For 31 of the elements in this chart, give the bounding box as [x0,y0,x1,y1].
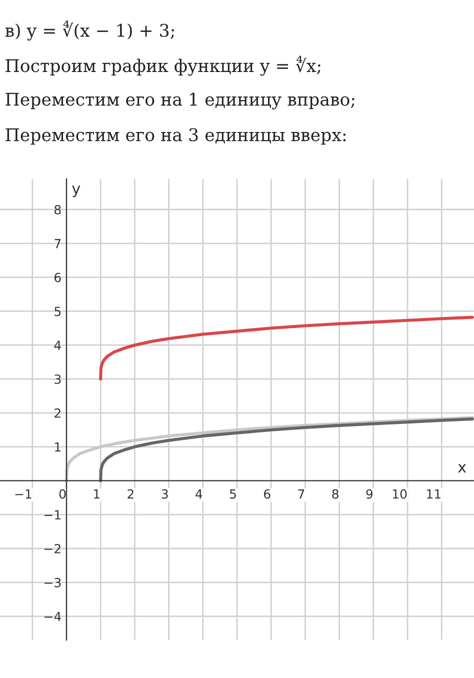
y-tick-label: 3 [54,374,61,384]
x-tick-label: 0 [59,489,66,499]
x-tick-label: 2 [128,489,134,499]
y-tick-label: 5 [54,306,61,316]
x-tick-label: 9 [366,489,373,499]
y-tick-label: −2 [44,544,60,554]
x-tick-label: 5 [230,489,236,499]
x-tick-label: 11 [427,489,440,499]
y-axis-title: y [72,186,80,198]
text: в) y = ∜(x − 1) + 3; [5,20,174,41]
x-tick-label: 8 [332,489,338,499]
x-tick-label: 4 [196,489,202,499]
y-tick-label: 4 [54,340,61,350]
y-tick-label: 6 [54,272,61,282]
x-tick-label: −1 [15,489,32,499]
y-tick-label: 2 [54,408,60,418]
x-tick-label: 10 [392,489,407,499]
y-tick-label: 8 [54,204,61,214]
y-tick-label: −1 [44,510,60,520]
text: Переместим его на 3 единицы вверх: [6,128,346,145]
y-tick-label: −3 [44,578,61,588]
x-tick-label: 6 [264,489,270,499]
x-tick-label: 7 [298,489,304,499]
text: Переместим его на 1 единицу вправо; [6,92,354,110]
text: Построим график функции y = ∜x; [6,56,320,76]
x-tick-label: 1 [94,489,100,499]
x-axis-title: x [458,464,466,472]
y-tick-label: −4 [44,612,61,622]
y-tick-label: 1 [55,442,60,452]
x-tick-label: 3 [162,489,168,499]
y-tick-label: 7 [54,239,61,248]
